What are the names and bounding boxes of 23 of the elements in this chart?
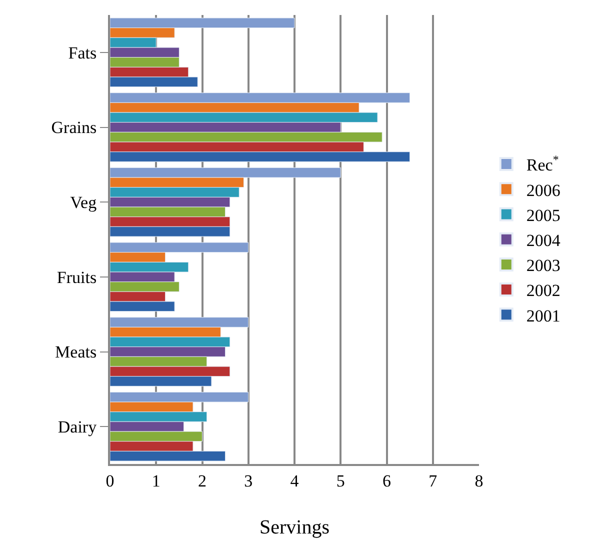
- legend-label: Rec$^{*}$: [526, 152, 559, 175]
- x-tick-label: 6: [382, 471, 391, 490]
- y-tick-label: Grains: [51, 118, 97, 138]
- legend-label: 2003: [526, 256, 560, 276]
- x-tick-label: 0: [106, 471, 114, 490]
- legend-label: 2002: [526, 281, 560, 300]
- y-tick-label: Meats: [55, 342, 97, 362]
- legend-label: 2001: [526, 306, 560, 326]
- x-tick-label: 3: [244, 471, 253, 490]
- legend-label: 2006: [526, 180, 560, 200]
- x-tick-label: 4: [290, 471, 300, 490]
- x-tick-label: 1: [152, 471, 160, 490]
- y-tick-label: Veg: [70, 193, 98, 212]
- x-tick-label: 8: [474, 471, 484, 490]
- x-tick-label: 2: [198, 471, 206, 490]
- x-tick-label: 5: [336, 471, 345, 490]
- x-tick-label: 7: [428, 471, 438, 490]
- legend-label: 2005: [526, 206, 560, 225]
- y-tick-label: Fruits: [56, 268, 97, 287]
- y-tick-label: Fats: [68, 43, 97, 62]
- legend-label: 2004: [526, 230, 561, 250]
- y-tick-label: Dairy: [58, 418, 98, 437]
- x-axis-title: Servings: [260, 516, 330, 538]
